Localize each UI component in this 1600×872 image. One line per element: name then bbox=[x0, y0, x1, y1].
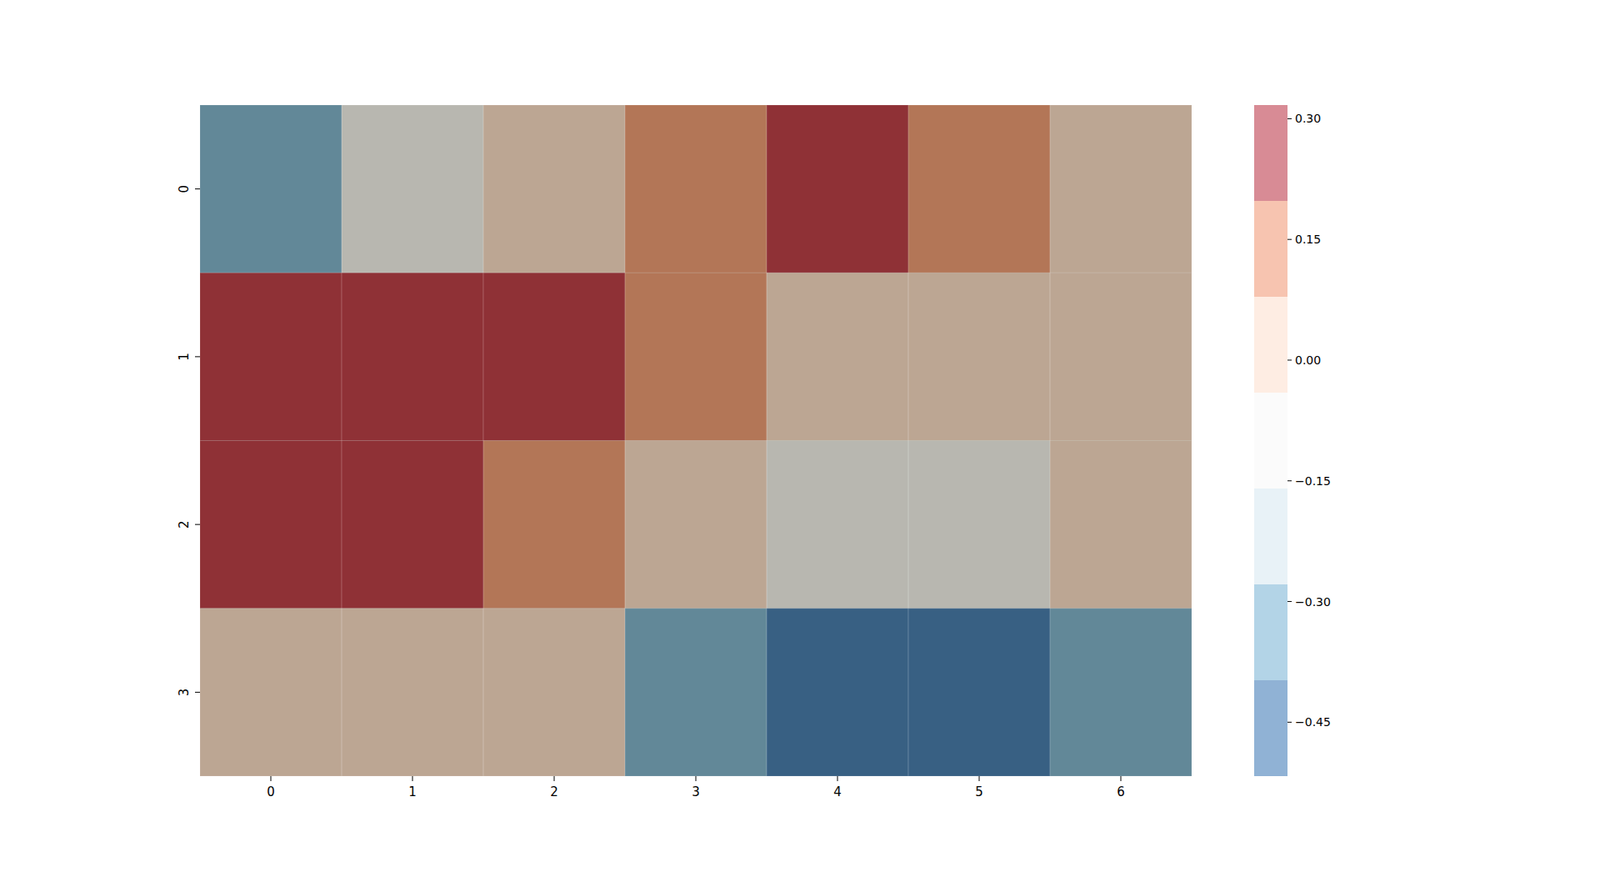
y-tick-label: 1 bbox=[176, 352, 192, 361]
x-tick bbox=[554, 775, 555, 781]
x-tick-label: 1 bbox=[408, 784, 417, 800]
y-tick bbox=[195, 691, 200, 693]
colorbar-tick bbox=[1287, 239, 1292, 240]
x-tick-label: 0 bbox=[266, 784, 275, 800]
x-tick bbox=[695, 775, 697, 781]
colorbar-tick bbox=[1287, 480, 1292, 481]
y-tick bbox=[195, 355, 200, 357]
heatmap-cell bbox=[341, 105, 484, 273]
x-tick bbox=[979, 775, 980, 781]
heatmap-cell bbox=[1050, 608, 1192, 776]
x-tick bbox=[837, 775, 839, 781]
x-tick-label: 2 bbox=[550, 784, 559, 800]
colorbar-tick bbox=[1287, 721, 1292, 723]
heatmap-cell bbox=[908, 272, 1050, 440]
x-tick bbox=[270, 775, 272, 781]
cells bbox=[200, 105, 1192, 776]
heatmap-cell bbox=[341, 608, 484, 776]
heatmap-cell bbox=[341, 440, 484, 609]
colorbar-band bbox=[1254, 105, 1288, 201]
heatmap-cell bbox=[200, 608, 342, 776]
colorbar-tick-label: −0.30 bbox=[1295, 595, 1331, 609]
background bbox=[200, 105, 1192, 776]
x-tick-label: 4 bbox=[833, 784, 842, 800]
y-tick bbox=[195, 524, 200, 525]
heatmap-cell bbox=[908, 105, 1050, 273]
heatmap-cell bbox=[341, 272, 484, 440]
colorbar-tick bbox=[1287, 118, 1292, 120]
heatmap-cell bbox=[625, 440, 767, 609]
y-tick bbox=[195, 188, 200, 190]
colorbar-band bbox=[1254, 584, 1288, 680]
colorbar bbox=[1254, 105, 1288, 776]
heatmap-cell bbox=[766, 608, 909, 776]
heatmap-cell bbox=[483, 608, 625, 776]
colorbar-tick-label: 0.30 bbox=[1295, 111, 1321, 125]
colorbar-band bbox=[1254, 296, 1288, 393]
heatmap-cell bbox=[483, 105, 625, 273]
x-tick-label: 5 bbox=[975, 784, 984, 800]
x-tick-label: 3 bbox=[691, 784, 700, 800]
heatmap-cell bbox=[200, 105, 342, 273]
heatmap-cell bbox=[625, 272, 767, 440]
x-tick-label: 6 bbox=[1116, 784, 1125, 800]
heatmap-cell bbox=[1050, 105, 1192, 273]
heatmap-cell bbox=[1050, 440, 1192, 609]
heatmap-cell bbox=[766, 105, 909, 273]
colorbar-band bbox=[1254, 488, 1288, 585]
heatmap-cell bbox=[625, 105, 767, 273]
x-tick bbox=[1120, 775, 1122, 781]
y-tick-label: 2 bbox=[176, 520, 192, 529]
heatmap-cell bbox=[200, 440, 342, 609]
x-tick bbox=[412, 775, 414, 781]
heatmap-cell bbox=[1050, 272, 1192, 440]
heatmap-cell bbox=[766, 272, 909, 440]
colorbar-band bbox=[1254, 392, 1288, 489]
colorbar-tick-label: 0.15 bbox=[1295, 232, 1321, 246]
heatmap-cell bbox=[200, 272, 342, 440]
colorbar-tick-label: −0.45 bbox=[1295, 715, 1331, 729]
heatmap-cell bbox=[908, 440, 1050, 609]
colorbar-band bbox=[1254, 680, 1288, 776]
colorbar-tick bbox=[1287, 359, 1292, 360]
chart: 0 1 2 3 4 5 6 0 1 2 3 0.30 0.15 0.00 −0.15 −0.30 −0.45 bbox=[0, 0, 1600, 872]
colorbar-band bbox=[1254, 200, 1288, 297]
heatmap-cell bbox=[766, 440, 909, 609]
colorbar-tick-label: −0.15 bbox=[1295, 474, 1331, 488]
colorbar-tick-label: 0.00 bbox=[1295, 353, 1321, 367]
colorbar-tick bbox=[1287, 600, 1292, 602]
y-tick-label: 3 bbox=[176, 688, 192, 697]
heatmap-cell bbox=[625, 608, 767, 776]
heatmap-cell bbox=[483, 272, 625, 440]
y-tick-label: 0 bbox=[176, 185, 192, 194]
heatmap-cell bbox=[908, 608, 1050, 776]
heatmap-cell bbox=[483, 440, 625, 609]
